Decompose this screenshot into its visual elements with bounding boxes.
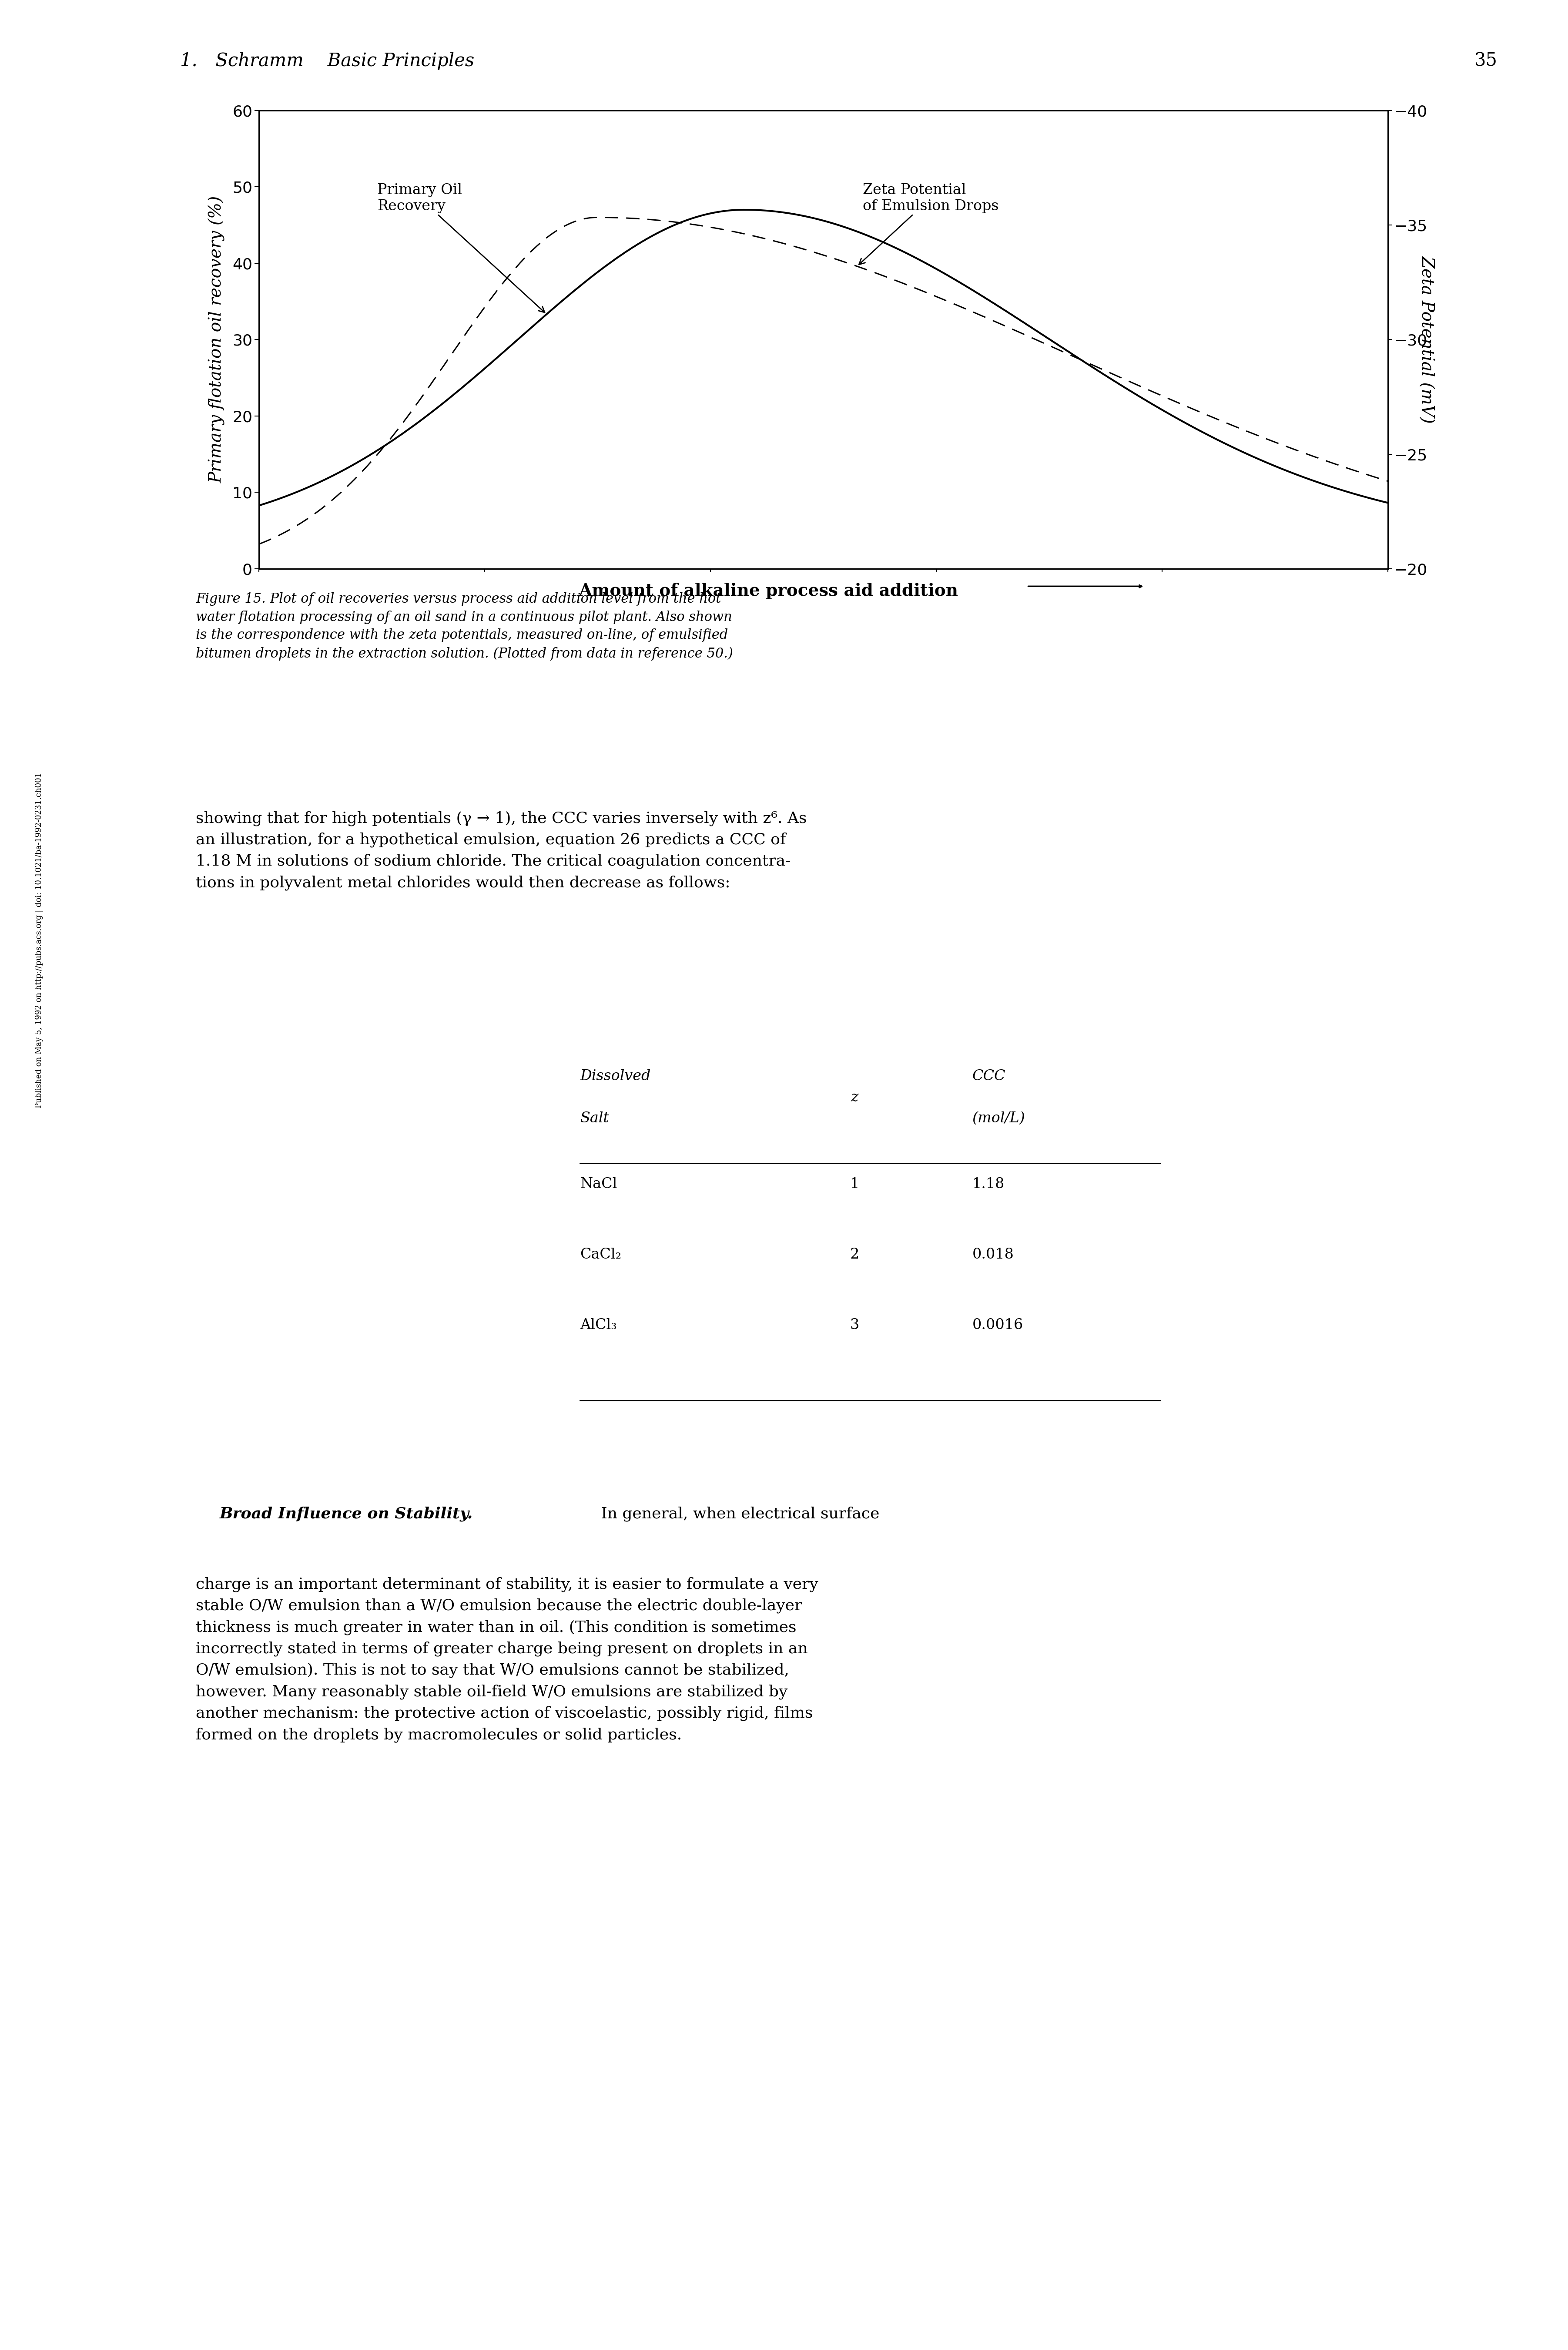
Text: 3: 3 (850, 1318, 859, 1332)
Text: NaCl: NaCl (580, 1177, 618, 1191)
Text: Dissolved: Dissolved (580, 1069, 651, 1083)
Text: showing that for high potentials (γ → 1), the CCC varies inversely with z⁶. As
a: showing that for high potentials (γ → 1)… (196, 811, 808, 891)
Text: CCC: CCC (972, 1069, 1005, 1083)
Text: charge is an important determinant of stability, it is easier to formulate a ver: charge is an important determinant of st… (196, 1577, 818, 1741)
Text: Published on May 5, 1992 on http://pubs.acs.org | doi: 10.1021/ba-1992-0231.ch00: Published on May 5, 1992 on http://pubs.… (34, 773, 44, 1107)
Text: Salt: Salt (580, 1112, 610, 1126)
Text: 0.018: 0.018 (972, 1248, 1014, 1262)
Text: 35: 35 (1474, 52, 1497, 70)
Text: 2: 2 (850, 1248, 859, 1262)
Text: 1. Schramm  Basic Principles: 1. Schramm Basic Principles (180, 52, 475, 70)
Text: CaCl₂: CaCl₂ (580, 1248, 621, 1262)
Text: In general, when electrical surface: In general, when electrical surface (596, 1506, 880, 1520)
Text: Zeta Potential
of Emulsion Drops: Zeta Potential of Emulsion Drops (859, 183, 999, 266)
Y-axis label: Primary flotation oil recovery (%): Primary flotation oil recovery (%) (209, 195, 226, 484)
Text: 1.18: 1.18 (972, 1177, 1005, 1191)
Text: Broad Influence on Stability.: Broad Influence on Stability. (220, 1506, 474, 1520)
Text: Primary Oil
Recovery: Primary Oil Recovery (378, 183, 544, 313)
Text: 0.0016: 0.0016 (972, 1318, 1024, 1332)
Text: z: z (851, 1090, 858, 1104)
Text: 1: 1 (850, 1177, 859, 1191)
Text: Amount of alkaline process aid addition: Amount of alkaline process aid addition (579, 583, 958, 599)
Text: AlCl₃: AlCl₃ (580, 1318, 616, 1332)
Text: Figure 15. Plot of oil recoveries versus process aid addition level from the hot: Figure 15. Plot of oil recoveries versus… (196, 592, 734, 660)
Text: (mol/L): (mol/L) (972, 1112, 1025, 1126)
Y-axis label: Zeta Potential (mV): Zeta Potential (mV) (1419, 256, 1435, 423)
